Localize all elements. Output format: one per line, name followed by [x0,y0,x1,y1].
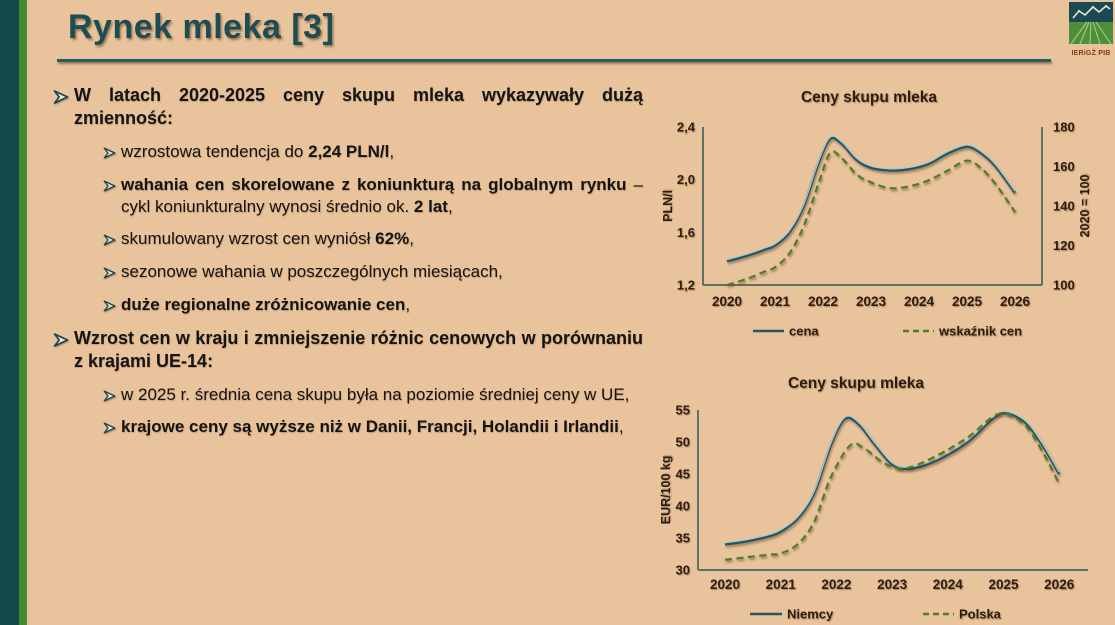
chart-title: Ceny skupu mleka [788,375,924,392]
series-line-wskaźnik cen [726,150,1016,287]
y2-tick-label: 120 [1053,238,1075,253]
series-line-cena [726,136,1017,263]
chart-svg: Ceny skupu mleka 2,4 2,0 1,6 1,2 180 160 140 120… [661,89,1092,339]
arrow-bullet-icon [103,230,116,252]
y2-tick-label: 100 [1053,278,1075,293]
bullet-text-segment: duże regionalne zróżnicowanie cen [121,294,406,314]
title-underline [57,59,1051,62]
bullet-text-segment: wahania cen skorelowane z koniunkturą na… [121,174,627,194]
arrow-bullet-icon [53,87,69,110]
chart-title: Ceny skupu mleka [801,89,937,106]
y-tick-label: 40 [676,499,690,514]
y-tick-label: 45 [676,467,690,482]
y-tick-label: 1,2 [677,278,695,293]
institute-logo: IERiGŻ PIB [1067,2,1115,58]
series-line-highlight [724,410,1060,544]
institute-logo-caption: IERiGŻ PIB [1071,50,1111,57]
series-line-Polska [724,412,1061,561]
bullet-text-segment: w 2025 r. średnia cena skupu była na poz… [121,384,630,404]
arrow-bullet-icon [103,263,116,285]
x-tick-label: 2021 [760,294,791,309]
y-tick-label: 2,4 [677,120,696,135]
y-tick-label: 1,6 [677,225,695,240]
legend-label: Niemcy [787,607,834,622]
bullet-item: duże regionalne zróżnicowanie cen, [103,294,643,318]
series-line-Niemcy [724,411,1061,546]
x-tick-label: 2022 [808,294,838,309]
bullet-text-segment: – cykl koniunkturalny wynosi średnio ok. [121,174,643,216]
y-tick-label: 35 [676,531,690,546]
bullet-item: w 2025 r. średnia cena skupu była na poz… [103,384,643,408]
x-tick-label: 2024 [933,577,964,592]
bullet-text-segment: 2 lat [413,196,448,216]
bullet-text-segment: Wzrost cen w kraju i zmniejszenie różnic… [74,327,643,371]
chart-svg: Ceny skupu mleka 55 50 45 40 35 30 2020 2021 2022… [659,375,1088,622]
y-tick-label: 2,0 [677,172,695,187]
bullet-item: sezonowe wahania w poszczególnych miesią… [103,261,643,285]
bullet-text-segment: krajowe ceny są wyższe niż w Danii, Fran… [121,417,619,437]
x-tick-label: 2025 [988,577,1019,592]
series-line-highlight [726,135,1016,261]
arrow-bullet-icon [103,143,116,165]
bullet-text-segment: W latach 2020-2025 ceny skupu mleka wyka… [74,85,643,129]
x-tick-label: 2025 [952,294,983,309]
y-tick-label: 30 [676,563,690,578]
left-edge-dark-bar [0,0,19,625]
institute-logo-icon [1069,2,1113,45]
y-tick-label: 50 [676,435,690,450]
arrow-bullet-icon [103,176,116,198]
bullet-text-segment: , [409,229,414,249]
legend-label: cena [789,324,819,339]
y2-axis-title: 2020 = 100 [1078,175,1092,238]
left-edge-green-bar [19,0,27,625]
x-tick-label: 2022 [821,577,851,592]
bullet-item: krajowe ceny są wyższe niż w Danii, Fran… [103,416,643,440]
bullet-text-segment: sezonowe wahania w poszczególnych miesią… [121,262,503,282]
arrow-bullet-icon [103,296,116,318]
bullet-list: W latach 2020-2025 ceny skupu mleka wyka… [53,84,643,449]
bullet-text-segment: 2,24 PLN/l [308,142,390,162]
bullet-item: wzrostowa tendencja do 2,24 PLN/l, [103,141,643,165]
bullet-text-segment: , [447,196,453,216]
bullet-item: Wzrost cen w kraju i zmniejszenie różnic… [53,327,643,373]
bullet-item: skumulowany wzrost cen wyniósł 62%, [103,228,643,252]
bullet-text-segment: , [618,417,624,437]
legend-label: Polska [959,607,1002,622]
y2-tick-label: 180 [1053,120,1075,135]
x-tick-label: 2026 [1000,294,1031,309]
arrow-bullet-icon [103,418,116,440]
y-tick-label: 55 [676,403,690,418]
chart-ceny-skupu-mleka-pln: Ceny skupu mleka 2,4 2,0 1,6 1,2 180 160 140 120… [660,80,1115,350]
x-tick-label: 2020 [710,577,740,592]
x-tick-label: 2023 [856,294,887,309]
y2-tick-label: 160 [1053,159,1075,174]
arrow-bullet-icon [103,386,116,408]
x-tick-label: 2023 [877,577,908,592]
bullet-text-segment: wzrostowa tendencja do [121,142,309,162]
x-tick-label: 2026 [1044,577,1075,592]
y2-tick-label: 140 [1053,199,1075,214]
arrow-bullet-icon [53,330,69,353]
x-tick-label: 2024 [904,294,935,309]
legend-label: wskaźnik cen [938,324,1022,339]
page-title: Rynek mleka [3] [68,8,335,46]
bullet-item: W latach 2020-2025 ceny skupu mleka wyka… [53,84,643,130]
x-tick-label: 2021 [766,577,797,592]
bullet-text-segment: 62% [375,229,410,249]
chart-ceny-skupu-mleka-eur: Ceny skupu mleka 55 50 45 40 35 30 2020 2021 2022… [659,362,1115,625]
y-axis-title: PLN/l [661,190,675,222]
y-axis-title: EUR/100 kg [660,456,673,525]
x-tick-label: 2020 [712,294,742,309]
bullet-item: wahania cen skorelowane z koniunkturą na… [103,174,643,218]
bullet-text-segment: , [389,142,395,162]
bullet-text-segment: , [405,294,411,314]
bullet-text-segment: skumulowany wzrost cen wyniósł [121,229,376,249]
